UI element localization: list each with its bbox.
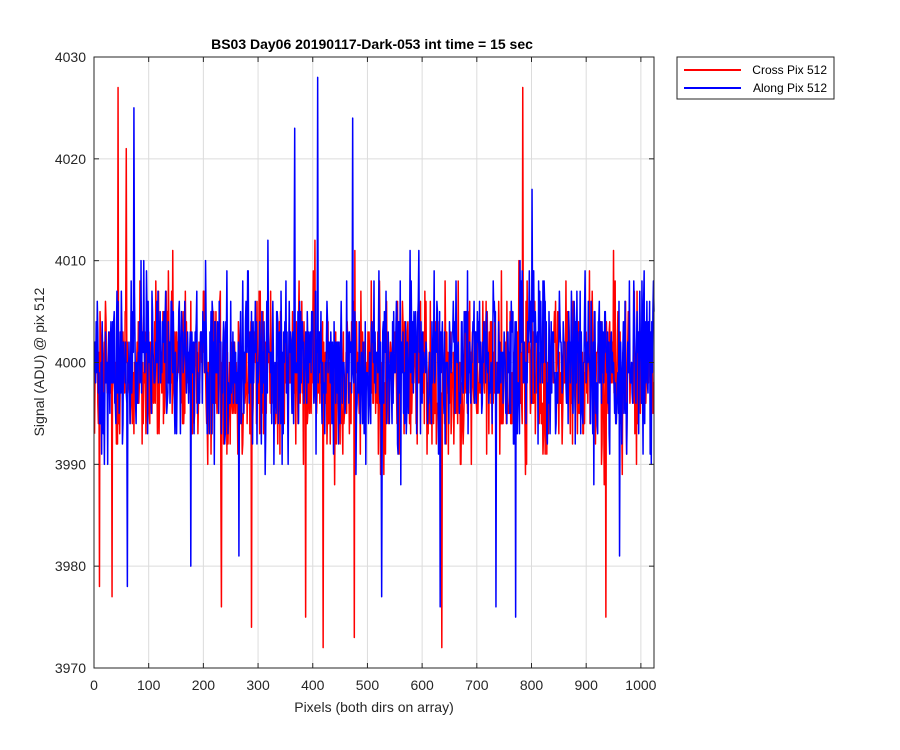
y-axis-label: Signal (ADU) @ pix 512 xyxy=(31,287,47,436)
x-tick-label: 400 xyxy=(301,677,325,693)
x-tick-label: 0 xyxy=(90,677,98,693)
x-tick-label: 900 xyxy=(575,677,599,693)
y-tick-label: 3970 xyxy=(55,660,86,676)
y-tick-label: 3990 xyxy=(55,456,86,472)
x-tick-label: 600 xyxy=(410,677,434,693)
x-tick-label: 700 xyxy=(465,677,489,693)
legend-box xyxy=(676,56,835,100)
x-tick-labels: 0 100 200 300 400 500 600 700 800 900 1000 xyxy=(90,677,657,693)
y-tick-label: 3980 xyxy=(55,558,86,574)
x-axis-label: Pixels (both dirs on array) xyxy=(294,699,454,715)
x-tick-label: 100 xyxy=(137,677,161,693)
x-tick-label: 800 xyxy=(520,677,544,693)
y-tick-label: 4020 xyxy=(55,151,86,167)
chart-title: BS03 Day06 20190117-Dark-053 int time = … xyxy=(211,36,533,52)
y-tick-label: 4030 xyxy=(55,49,86,65)
legend-label-along: Along Pix 512 xyxy=(753,81,827,95)
series-line-along-pix-512 xyxy=(93,76,655,618)
y-tick-label: 4010 xyxy=(55,253,86,269)
x-tick-label: 200 xyxy=(192,677,216,693)
legend: Cross Pix 512 Along Pix 512 xyxy=(676,56,835,100)
y-tick-label: 4000 xyxy=(55,355,86,371)
y-tick-labels: 3970 3980 3990 4000 4010 4020 4030 xyxy=(55,49,86,676)
x-tick-label: 1000 xyxy=(625,677,656,693)
series-layer xyxy=(93,76,655,649)
legend-label-cross: Cross Pix 512 xyxy=(752,63,827,77)
x-tick-label: 300 xyxy=(246,677,270,693)
ticks xyxy=(93,56,654,669)
x-tick-label: 500 xyxy=(356,677,380,693)
